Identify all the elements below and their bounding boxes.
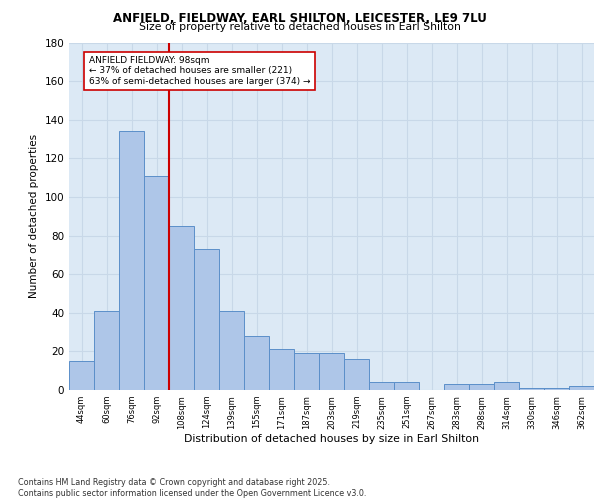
Bar xyxy=(319,354,344,390)
Bar xyxy=(244,336,269,390)
Bar xyxy=(394,382,419,390)
Bar xyxy=(194,249,219,390)
Text: Size of property relative to detached houses in Earl Shilton: Size of property relative to detached ho… xyxy=(139,22,461,32)
Bar xyxy=(494,382,519,390)
Bar xyxy=(94,311,119,390)
Bar xyxy=(344,359,369,390)
Bar xyxy=(569,386,594,390)
Bar xyxy=(544,388,569,390)
Bar xyxy=(369,382,394,390)
Bar xyxy=(144,176,169,390)
Bar xyxy=(519,388,544,390)
Bar xyxy=(69,361,94,390)
Y-axis label: Number of detached properties: Number of detached properties xyxy=(29,134,39,298)
Bar xyxy=(169,226,194,390)
Bar xyxy=(444,384,469,390)
Bar xyxy=(219,311,244,390)
X-axis label: Distribution of detached houses by size in Earl Shilton: Distribution of detached houses by size … xyxy=(184,434,479,444)
Bar xyxy=(269,350,294,390)
Bar xyxy=(294,354,319,390)
Bar xyxy=(119,132,144,390)
Text: ANFIELD, FIELDWAY, EARL SHILTON, LEICESTER, LE9 7LU: ANFIELD, FIELDWAY, EARL SHILTON, LEICEST… xyxy=(113,12,487,24)
Text: Contains HM Land Registry data © Crown copyright and database right 2025.
Contai: Contains HM Land Registry data © Crown c… xyxy=(18,478,367,498)
Text: ANFIELD FIELDWAY: 98sqm
← 37% of detached houses are smaller (221)
63% of semi-d: ANFIELD FIELDWAY: 98sqm ← 37% of detache… xyxy=(89,56,311,86)
Bar xyxy=(469,384,494,390)
